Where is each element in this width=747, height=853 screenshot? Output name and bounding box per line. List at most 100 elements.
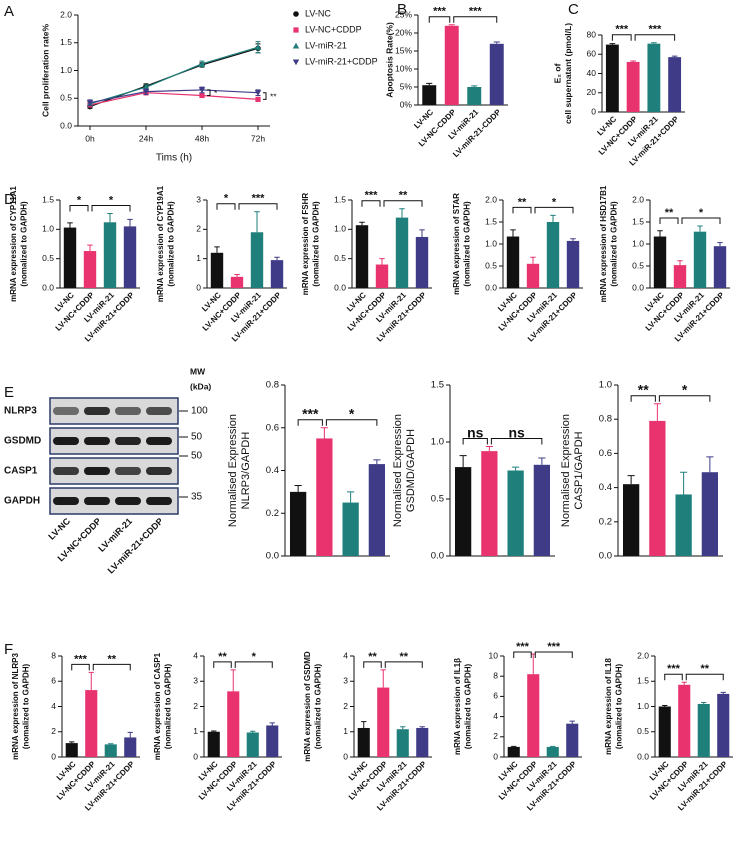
error-bar	[230, 669, 236, 692]
bar	[481, 451, 498, 556]
sig-label: **	[107, 653, 116, 665]
y-axis-label: mRNA expression of IL1β	[453, 658, 462, 755]
sig-bracket	[512, 206, 532, 214]
bar	[85, 690, 98, 757]
legend-marker	[292, 42, 300, 49]
y-tick-label: 0.6	[599, 448, 612, 459]
sig-label: ***	[74, 653, 88, 665]
y-tick-label: 0.5	[42, 253, 54, 263]
error-bar	[493, 41, 500, 44]
error-bar	[426, 82, 433, 86]
y-tick-label: 4	[51, 701, 56, 711]
marker	[254, 43, 262, 50]
error-bar	[512, 466, 520, 471]
marker	[142, 83, 150, 90]
bar	[415, 236, 429, 288]
y-tick-label: 0.4	[599, 482, 612, 493]
error-bar	[511, 745, 517, 747]
error-bar	[653, 403, 661, 421]
legend-marker	[293, 27, 299, 33]
bar	[230, 276, 244, 288]
marker	[254, 90, 262, 96]
error-bar	[361, 721, 367, 728]
y-tick-label: 1.0	[42, 224, 54, 234]
bar	[422, 85, 437, 105]
y-tick-label: 10%	[395, 63, 412, 73]
y-tick-label: 0.5	[485, 260, 497, 270]
error-bar	[379, 258, 385, 265]
y-tick-label: 1	[193, 726, 198, 736]
y-tick-label: 80	[587, 29, 597, 39]
bar	[246, 732, 259, 757]
sig-bracket	[91, 204, 131, 212]
mw-header: MW	[190, 366, 206, 376]
sig-bracket	[634, 34, 676, 41]
panel-label: C	[568, 1, 579, 18]
sig-bracket	[513, 651, 532, 658]
panel-label: A	[4, 3, 14, 20]
y-tick-label: 2.0	[485, 194, 497, 204]
blot-band	[84, 497, 110, 505]
error-bar	[448, 24, 455, 26]
sig-label: ***	[547, 641, 561, 653]
y-tick-label: 4	[193, 650, 198, 660]
y-tick-label: 4	[343, 650, 348, 660]
sig-label: **	[700, 663, 709, 675]
sig-bracket	[685, 673, 724, 681]
y-tick-label: 0.0	[632, 282, 644, 292]
bar	[266, 725, 279, 757]
x-tick-label: 72h	[251, 133, 265, 143]
blot-band	[53, 467, 79, 475]
bar	[506, 236, 520, 288]
error-bar	[720, 691, 726, 694]
bar	[693, 231, 707, 288]
bar	[668, 57, 682, 112]
error-bar	[67, 222, 73, 228]
error-bar	[274, 256, 280, 261]
error-bar	[550, 214, 556, 222]
legend-label: LV-miR-21	[305, 40, 347, 50]
bar	[717, 693, 730, 757]
error-bar	[400, 726, 406, 730]
y-tick-label: 1.0	[632, 238, 644, 248]
y-tick-label: 0	[193, 751, 198, 761]
x-tick-label: 48h	[195, 133, 209, 143]
error-bar	[550, 745, 556, 747]
y-axis-label: mRNA expression of FSHR	[301, 193, 310, 296]
y-tick-label: 20	[587, 87, 597, 97]
y-tick-label: 3	[343, 676, 348, 686]
y-axis-label: E₂ of	[552, 63, 562, 83]
y-tick-label: 0	[51, 751, 56, 761]
y-tick-label: 40	[587, 68, 597, 78]
error-bar	[657, 230, 663, 237]
bar	[123, 226, 137, 288]
bar	[396, 729, 409, 757]
error-bar	[651, 42, 657, 44]
y-tick-label: 0	[591, 106, 596, 116]
sig-label: ns	[467, 424, 484, 440]
y-tick-label: 1.0	[60, 65, 72, 75]
bar	[63, 227, 77, 288]
sig-bracket	[658, 395, 711, 402]
error-bar	[677, 260, 683, 266]
y-tick-label: 2	[343, 701, 348, 711]
error-bar	[459, 455, 467, 468]
error-bar	[681, 681, 687, 685]
sig-bracket	[611, 34, 632, 41]
y-tick-label: 0.4	[266, 465, 279, 476]
error-bar	[69, 741, 75, 744]
y-tick-label: 0.8	[599, 414, 612, 425]
y-tick-label: 4	[493, 711, 498, 721]
bar	[647, 43, 661, 112]
sig-bracket	[534, 206, 574, 214]
y-tick-label: 6	[51, 676, 56, 686]
bar	[342, 502, 359, 556]
y-tick-label: 1.5	[60, 37, 72, 47]
bar	[355, 225, 369, 288]
sig-label: **	[518, 196, 527, 208]
y-tick-label: 0.5	[431, 494, 444, 505]
bar	[675, 494, 692, 556]
sig-bracket	[216, 203, 236, 210]
x-tick-label: LV-miR-21+CDDP	[106, 516, 165, 575]
sig-label: ***	[667, 663, 681, 675]
